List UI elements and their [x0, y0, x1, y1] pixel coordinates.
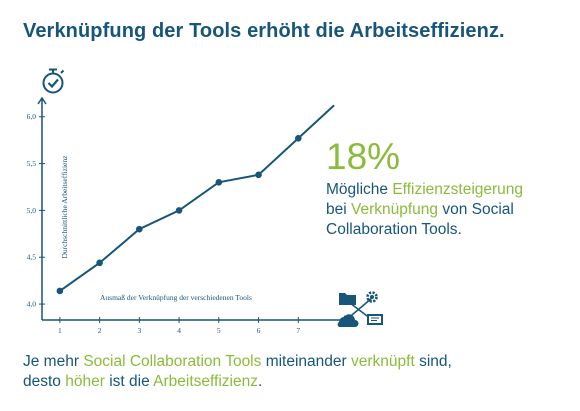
x-tick-label: 3 [137, 326, 141, 335]
x-tick-label: 6 [257, 326, 261, 335]
data-point [255, 171, 262, 179]
footer-seg: ist die [104, 373, 154, 390]
data-point [136, 225, 143, 233]
footer-text: Je mehr Social Collaboration Tools mitei… [23, 352, 578, 392]
x-tick-label: 1 [58, 326, 62, 335]
footer-line: desto höher ist die Arbeitseffizienz. [23, 372, 578, 392]
x-tick-label: 4 [177, 326, 181, 335]
stat-seg: Collaboration Tools. [326, 221, 462, 238]
footer-seg-highlight: Social Collaboration Tools [83, 353, 262, 370]
data-point [96, 259, 103, 267]
x-ticks: 1 2 3 4 5 6 7 [58, 317, 300, 335]
stat-seg-highlight: Effizienzsteigerung [392, 181, 524, 198]
page-title: Verknüpfung der Tools erhöht die Arbeits… [23, 20, 505, 42]
footer-seg-highlight: höher [65, 373, 105, 390]
stat-seg: Mögliche [326, 181, 393, 198]
stat-seg-highlight: Verknüpfung [351, 201, 439, 218]
footer-seg-highlight: Arbeitseffizienz [153, 373, 258, 390]
footer-line: Je mehr Social Collaboration Tools mitei… [23, 352, 578, 372]
series-path [59, 104, 335, 292]
y-axis-arrow [37, 96, 47, 105]
y-tick-label: 5,0 [27, 206, 37, 215]
stat-line: Collaboration Tools. [326, 220, 576, 240]
stat-line: bei Verknüpfung von Social [326, 200, 576, 220]
y-ticks: 4,0 4,5 5,0 5,5 6,0 [27, 112, 45, 309]
x-tick-label: 5 [217, 326, 221, 335]
footer-seg: . [257, 373, 263, 390]
stat-value: 18% [326, 136, 401, 177]
y-tick-label: 4,0 [27, 300, 37, 309]
footer-seg: sind, [414, 353, 452, 370]
y-tick-label: 6,0 [27, 112, 37, 121]
stat-seg: bei [326, 201, 351, 218]
y-tick-label: 5,5 [27, 159, 37, 168]
series-line [56, 104, 335, 295]
footer-seg: desto [23, 373, 66, 390]
footer-seg: Je mehr [23, 353, 84, 370]
footer-seg: miteinander [261, 353, 351, 370]
stat-description: Mögliche Effizienzsteigerung bei Verknüp… [326, 180, 576, 240]
x-tick-label: 2 [98, 326, 102, 335]
data-point [175, 207, 183, 214]
x-axis-label: Ausmaß der Verknüpfung der verschiedenen… [100, 293, 252, 302]
connected-tools-network-icon [337, 291, 383, 327]
data-point [56, 287, 64, 295]
stopwatch-check-icon [42, 68, 65, 94]
stat-seg: von Social [438, 201, 514, 218]
y-tick-label: 4,5 [27, 253, 37, 262]
footer-seg-highlight: verknüpft [351, 353, 415, 370]
chart-axes [37, 96, 352, 325]
stat-line: Mögliche Effizienzsteigerung [326, 180, 576, 200]
data-point [294, 134, 302, 142]
y-axis-label: Durchschnittliche Arbeitseffizienz [60, 155, 69, 259]
x-tick-label: 7 [296, 326, 300, 335]
data-point [215, 179, 223, 186]
